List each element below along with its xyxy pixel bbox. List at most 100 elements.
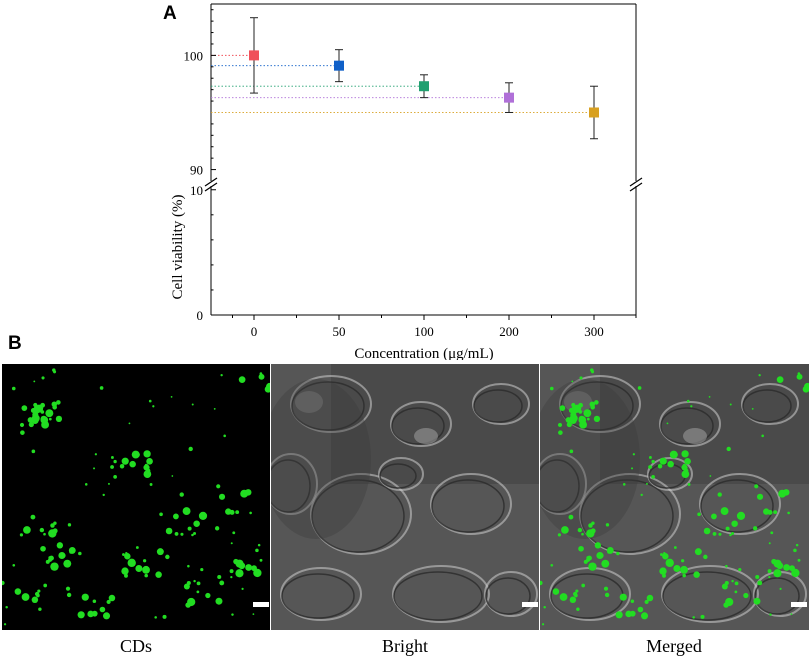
fluorescent-spot	[196, 581, 201, 586]
fluorescent-spot	[631, 467, 634, 470]
fluorescent-spot	[586, 555, 592, 561]
fluorescent-spot	[598, 552, 604, 559]
fluorescent-spot	[559, 405, 566, 411]
fluorescent-spot	[33, 380, 36, 383]
fluorescent-spot	[78, 551, 82, 556]
fluorescent-spot	[40, 402, 46, 408]
cell-outline	[271, 453, 318, 515]
data-points	[249, 50, 599, 118]
fluorescent-spot	[108, 594, 116, 602]
fluorescent-spot	[2, 580, 5, 586]
fluorescent-spot	[586, 417, 590, 421]
fluorescent-spot	[557, 533, 562, 537]
fluorescent-spot	[725, 564, 728, 568]
fluorescent-spot	[81, 593, 89, 601]
fluorescent-spot	[686, 399, 690, 403]
fluorescent-spot	[32, 415, 36, 419]
fluorescent-spot	[43, 583, 48, 588]
fluorescent-spot	[48, 417, 52, 421]
cell-shadow	[662, 571, 752, 621]
fluorescent-spot	[630, 599, 635, 604]
fluorescent-spot	[583, 409, 592, 418]
fluorescent-spot	[188, 446, 193, 452]
fluorescent-spot	[40, 545, 46, 552]
cell-shadow	[580, 479, 674, 553]
fluorescent-spot	[213, 407, 216, 410]
fluorescent-spot	[173, 513, 179, 520]
cell-shadow	[391, 407, 445, 445]
fluorescent-spot	[559, 593, 568, 601]
fluorescent-spot	[552, 588, 560, 595]
fluorescent-spot	[40, 416, 49, 424]
fluorescent-spot	[53, 521, 57, 525]
fluorescent-spot	[577, 527, 583, 533]
x-tick-label-50: 50	[333, 324, 346, 339]
fluorescent-spot	[729, 403, 732, 406]
x-tick-label-100: 100	[414, 324, 434, 339]
fluorescent-spot	[187, 564, 190, 568]
fluorescent-spot	[113, 475, 117, 479]
fluorescent-spot	[709, 475, 712, 477]
fluorescent-spot	[45, 409, 54, 418]
fluorescent-spot	[591, 521, 595, 525]
fluorescent-spot	[146, 468, 151, 473]
fluorescent-spot	[725, 526, 730, 531]
fluorescent-spot	[235, 510, 240, 515]
fluorescent-spot	[102, 493, 105, 497]
fluorescent-spot	[690, 405, 693, 408]
fluorescent-spot	[156, 548, 164, 556]
fluorescent-spot	[68, 546, 76, 554]
cell-outline	[741, 383, 799, 425]
fluorescent-spot	[231, 613, 234, 616]
fluorescent-spot	[51, 401, 58, 407]
fluorescent-spot	[110, 456, 114, 459]
bright-vesicle	[295, 391, 323, 413]
cell-shadow	[271, 459, 311, 513]
dark-region	[540, 379, 640, 539]
fluorescent-spot	[31, 596, 39, 604]
fluorescent-spot	[67, 523, 72, 527]
fluorescent-spot	[703, 554, 708, 560]
fluorescent-spot	[783, 564, 790, 571]
cell-shadow	[754, 577, 800, 615]
fluorescent-spot	[217, 575, 222, 580]
fluorescent-spot	[768, 542, 771, 545]
fluorescent-spot	[593, 415, 601, 423]
fluorescent-spot	[778, 489, 787, 498]
cell-shadow	[393, 571, 483, 621]
x-tick-label-300: 300	[584, 324, 604, 339]
fluorescent-spot	[91, 610, 98, 617]
fluorescent-spot	[36, 593, 40, 598]
axis-break-right-1	[629, 177, 643, 187]
fluorescent-spot	[149, 483, 153, 486]
fluorescent-spot	[56, 400, 61, 405]
fluorescent-spot	[773, 569, 782, 578]
fluorescent-spot	[214, 526, 220, 531]
cell-outline	[390, 401, 452, 447]
data-point-100	[419, 81, 429, 92]
x-tick-label-0: 0	[251, 324, 258, 339]
fluorescent-spot	[566, 421, 572, 428]
fluorescent-spot	[52, 368, 56, 372]
fluorescent-spot	[215, 597, 223, 605]
scale-bar	[253, 602, 269, 607]
fluorescent-spot	[193, 531, 197, 535]
fluorescent-spot	[581, 583, 586, 588]
fluorescent-spot	[179, 492, 184, 497]
fluorescent-spot	[107, 482, 110, 485]
cell-outline	[659, 401, 721, 447]
fluorescent-spot	[796, 373, 803, 380]
fluorescent-spot	[761, 434, 764, 438]
fluorescent-spot	[659, 457, 667, 465]
fluorescent-spot	[736, 511, 746, 520]
fluorescent-spot	[56, 542, 64, 549]
fluorescent-spot	[673, 564, 681, 573]
cell-shadow	[700, 479, 774, 533]
fluorescent-spot	[568, 408, 574, 413]
fluorescent-spot	[711, 513, 717, 520]
fluorescent-spot	[581, 532, 584, 536]
fluorescent-spot	[729, 533, 732, 537]
fluorescent-spot	[194, 522, 197, 526]
fluorescent-spot	[180, 532, 184, 536]
fluorescent-spot	[756, 493, 764, 500]
